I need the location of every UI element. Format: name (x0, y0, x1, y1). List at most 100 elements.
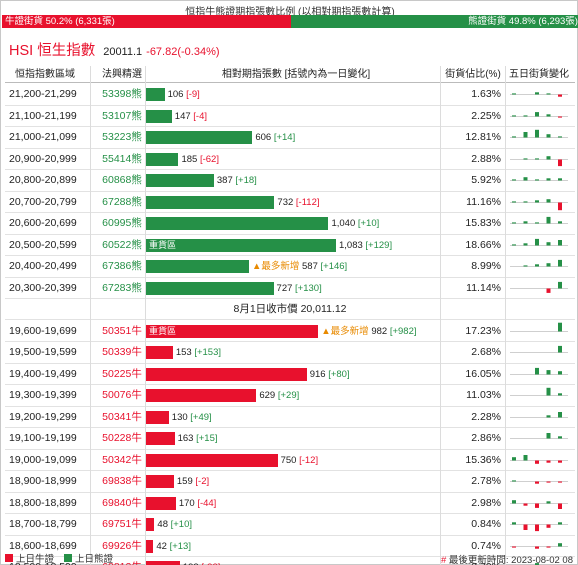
sparkline-bar (546, 178, 551, 181)
most-new-tag: ▲最多新增 (321, 325, 369, 337)
volume-change: [-62] (199, 153, 219, 165)
heavy-zone-tag: 重貨區 (149, 325, 177, 336)
warrant-code-link[interactable]: 50225牛 (102, 367, 142, 380)
warrant-code-link[interactable]: 60868熊 (102, 174, 142, 186)
volume-value: 106 [-9] (168, 88, 200, 101)
warrant-code-link[interactable]: 67283熊 (102, 281, 142, 294)
table-row: 19,100-19,199 50228牛 163 [+15] 2.86% (5, 428, 575, 450)
sparkline-bar (512, 114, 516, 116)
warrant-code-link[interactable]: 69926牛 (102, 539, 142, 552)
sparkline-bar (512, 136, 516, 138)
strike-range: 19,000-19,099 (9, 453, 77, 466)
volume-value: 170 [-44] (179, 497, 217, 510)
strike-range: 18,500-18,599 (9, 557, 77, 565)
heavy-zone-tag: 重貨區 (149, 239, 177, 250)
volume-number: 42 (156, 540, 167, 552)
warrant-code-link[interactable]: 67386熊 (102, 260, 142, 272)
volume-change: [+130] (295, 282, 322, 294)
five-day-sparkline (510, 281, 568, 293)
volume-bar: 重貨區 (146, 238, 336, 252)
sparkline-bar (558, 136, 562, 138)
warrant-code-link[interactable]: 69838牛 (102, 475, 142, 487)
table-row: 20,500-20,599 60522熊 重貨區 1,083 [+129] 18.66% (5, 235, 575, 256)
warrant-code-link[interactable]: 53107熊 (102, 109, 142, 122)
bull-ratio-segment: 牛證街貨 50.2% (6,331張) (2, 15, 292, 28)
volume-number: 147 (174, 110, 191, 122)
strike-range: 20,800-20,899 (9, 174, 77, 186)
volume-change: [-4] (193, 110, 208, 122)
volume-bar (146, 367, 307, 381)
volume-change: [+29] (277, 390, 300, 401)
warrant-code-link[interactable]: 69751牛 (102, 518, 142, 530)
legend-bull-swatch (5, 554, 13, 562)
strike-range: 18,900-18,999 (9, 475, 77, 487)
strike-range: 19,400-19,499 (9, 367, 77, 380)
outstanding-percent: 2.28% (471, 410, 501, 423)
sparkline-bar (546, 113, 551, 116)
sparkline-bar (558, 239, 562, 245)
warrant-code-link[interactable]: 60522熊 (102, 238, 142, 251)
volume-number: 1,083 (339, 239, 363, 251)
last-updated-text: 最後更新時間: 2023-08-02 08 (448, 555, 573, 565)
sparkline-bar (546, 433, 551, 439)
volume-number: 153 (175, 347, 192, 358)
sparkline-bar (535, 111, 539, 116)
sparkline-bar (535, 179, 539, 181)
outstanding-percent: 0.84% (471, 518, 501, 530)
sparkline-bar (535, 563, 539, 565)
sparkline-bar (558, 503, 562, 509)
warrant-code-link[interactable]: 50339牛 (102, 346, 142, 358)
volume-bar-cell: 193 [-32] (146, 561, 436, 565)
last-updated-marker: # (440, 555, 447, 565)
warrant-code-link[interactable]: 50076牛 (102, 389, 142, 401)
sparkline-bar (512, 499, 516, 503)
sparkline-bar (523, 157, 528, 159)
five-day-sparkline (510, 322, 568, 332)
sparkline-bar (523, 177, 528, 181)
outstanding-percent: 11.16% (466, 195, 501, 208)
sparkline-bar (558, 522, 562, 525)
warrant-code-link[interactable]: 50228牛 (102, 432, 142, 444)
warrant-code-link[interactable]: 53223熊 (102, 131, 142, 143)
sparkline-bar (546, 500, 551, 503)
table-row: 20,400-20,499 67386熊 ▲最多新增 587 [+146] 8.99% (5, 256, 575, 278)
warrant-code-link[interactable]: 50341牛 (102, 410, 142, 423)
index-price: 20011.1 (103, 46, 143, 58)
sparkline-bar (523, 454, 528, 460)
outstanding-percent: 12.81% (465, 131, 501, 143)
sparkline-bar (558, 481, 562, 483)
five-day-sparkline (510, 367, 568, 375)
outstanding-percent: 1.63% (471, 88, 501, 100)
sparkline-bar (535, 367, 539, 374)
sparkline-bar (535, 222, 539, 224)
warrant-code-link[interactable]: 50342牛 (102, 453, 142, 466)
volume-bar (146, 174, 214, 187)
sparkline-bar (535, 238, 539, 245)
volume-number: 750 (280, 454, 297, 466)
bear-ratio-segment: 熊證街貨 49.8% (6,293張) (291, 15, 578, 28)
column-divider (90, 66, 91, 565)
sparkline-bar (523, 242, 528, 245)
volume-bar (146, 389, 257, 402)
sparkline-bar (558, 94, 562, 97)
sparkline-bar (546, 263, 551, 267)
outstanding-percent: 0.74% (471, 539, 501, 552)
warrant-code-link[interactable]: 53398熊 (102, 88, 142, 100)
warrant-code-link[interactable]: 50351牛 (102, 324, 142, 337)
warrant-code-link[interactable]: 55414熊 (102, 152, 142, 165)
volume-change: [-9] (186, 89, 200, 100)
index-name: HSI 恒生指數 (9, 43, 96, 59)
volume-number: 732 (277, 196, 294, 208)
index-header: HSI 恒生指數 20011.1 -67.82(-0.34%) (9, 39, 220, 59)
five-day-sparkline (510, 345, 568, 353)
outstanding-percent: 2.68% (471, 346, 501, 358)
table-row: 20,700-20,799 67288熊 732 [-112] 11.16% (5, 192, 575, 213)
volume-bar-cell: 1,040 [+10] (146, 217, 436, 230)
warrant-code-link[interactable]: 60995熊 (102, 217, 142, 229)
volume-bar (146, 561, 180, 565)
warrant-code-link[interactable]: 69840牛 (102, 496, 142, 509)
outstanding-percent: 2.78% (471, 475, 501, 487)
warrant-code-link[interactable]: 68812牛 (91, 557, 153, 565)
sparkline-bar (546, 387, 551, 396)
warrant-code-link[interactable]: 67288熊 (102, 195, 142, 208)
